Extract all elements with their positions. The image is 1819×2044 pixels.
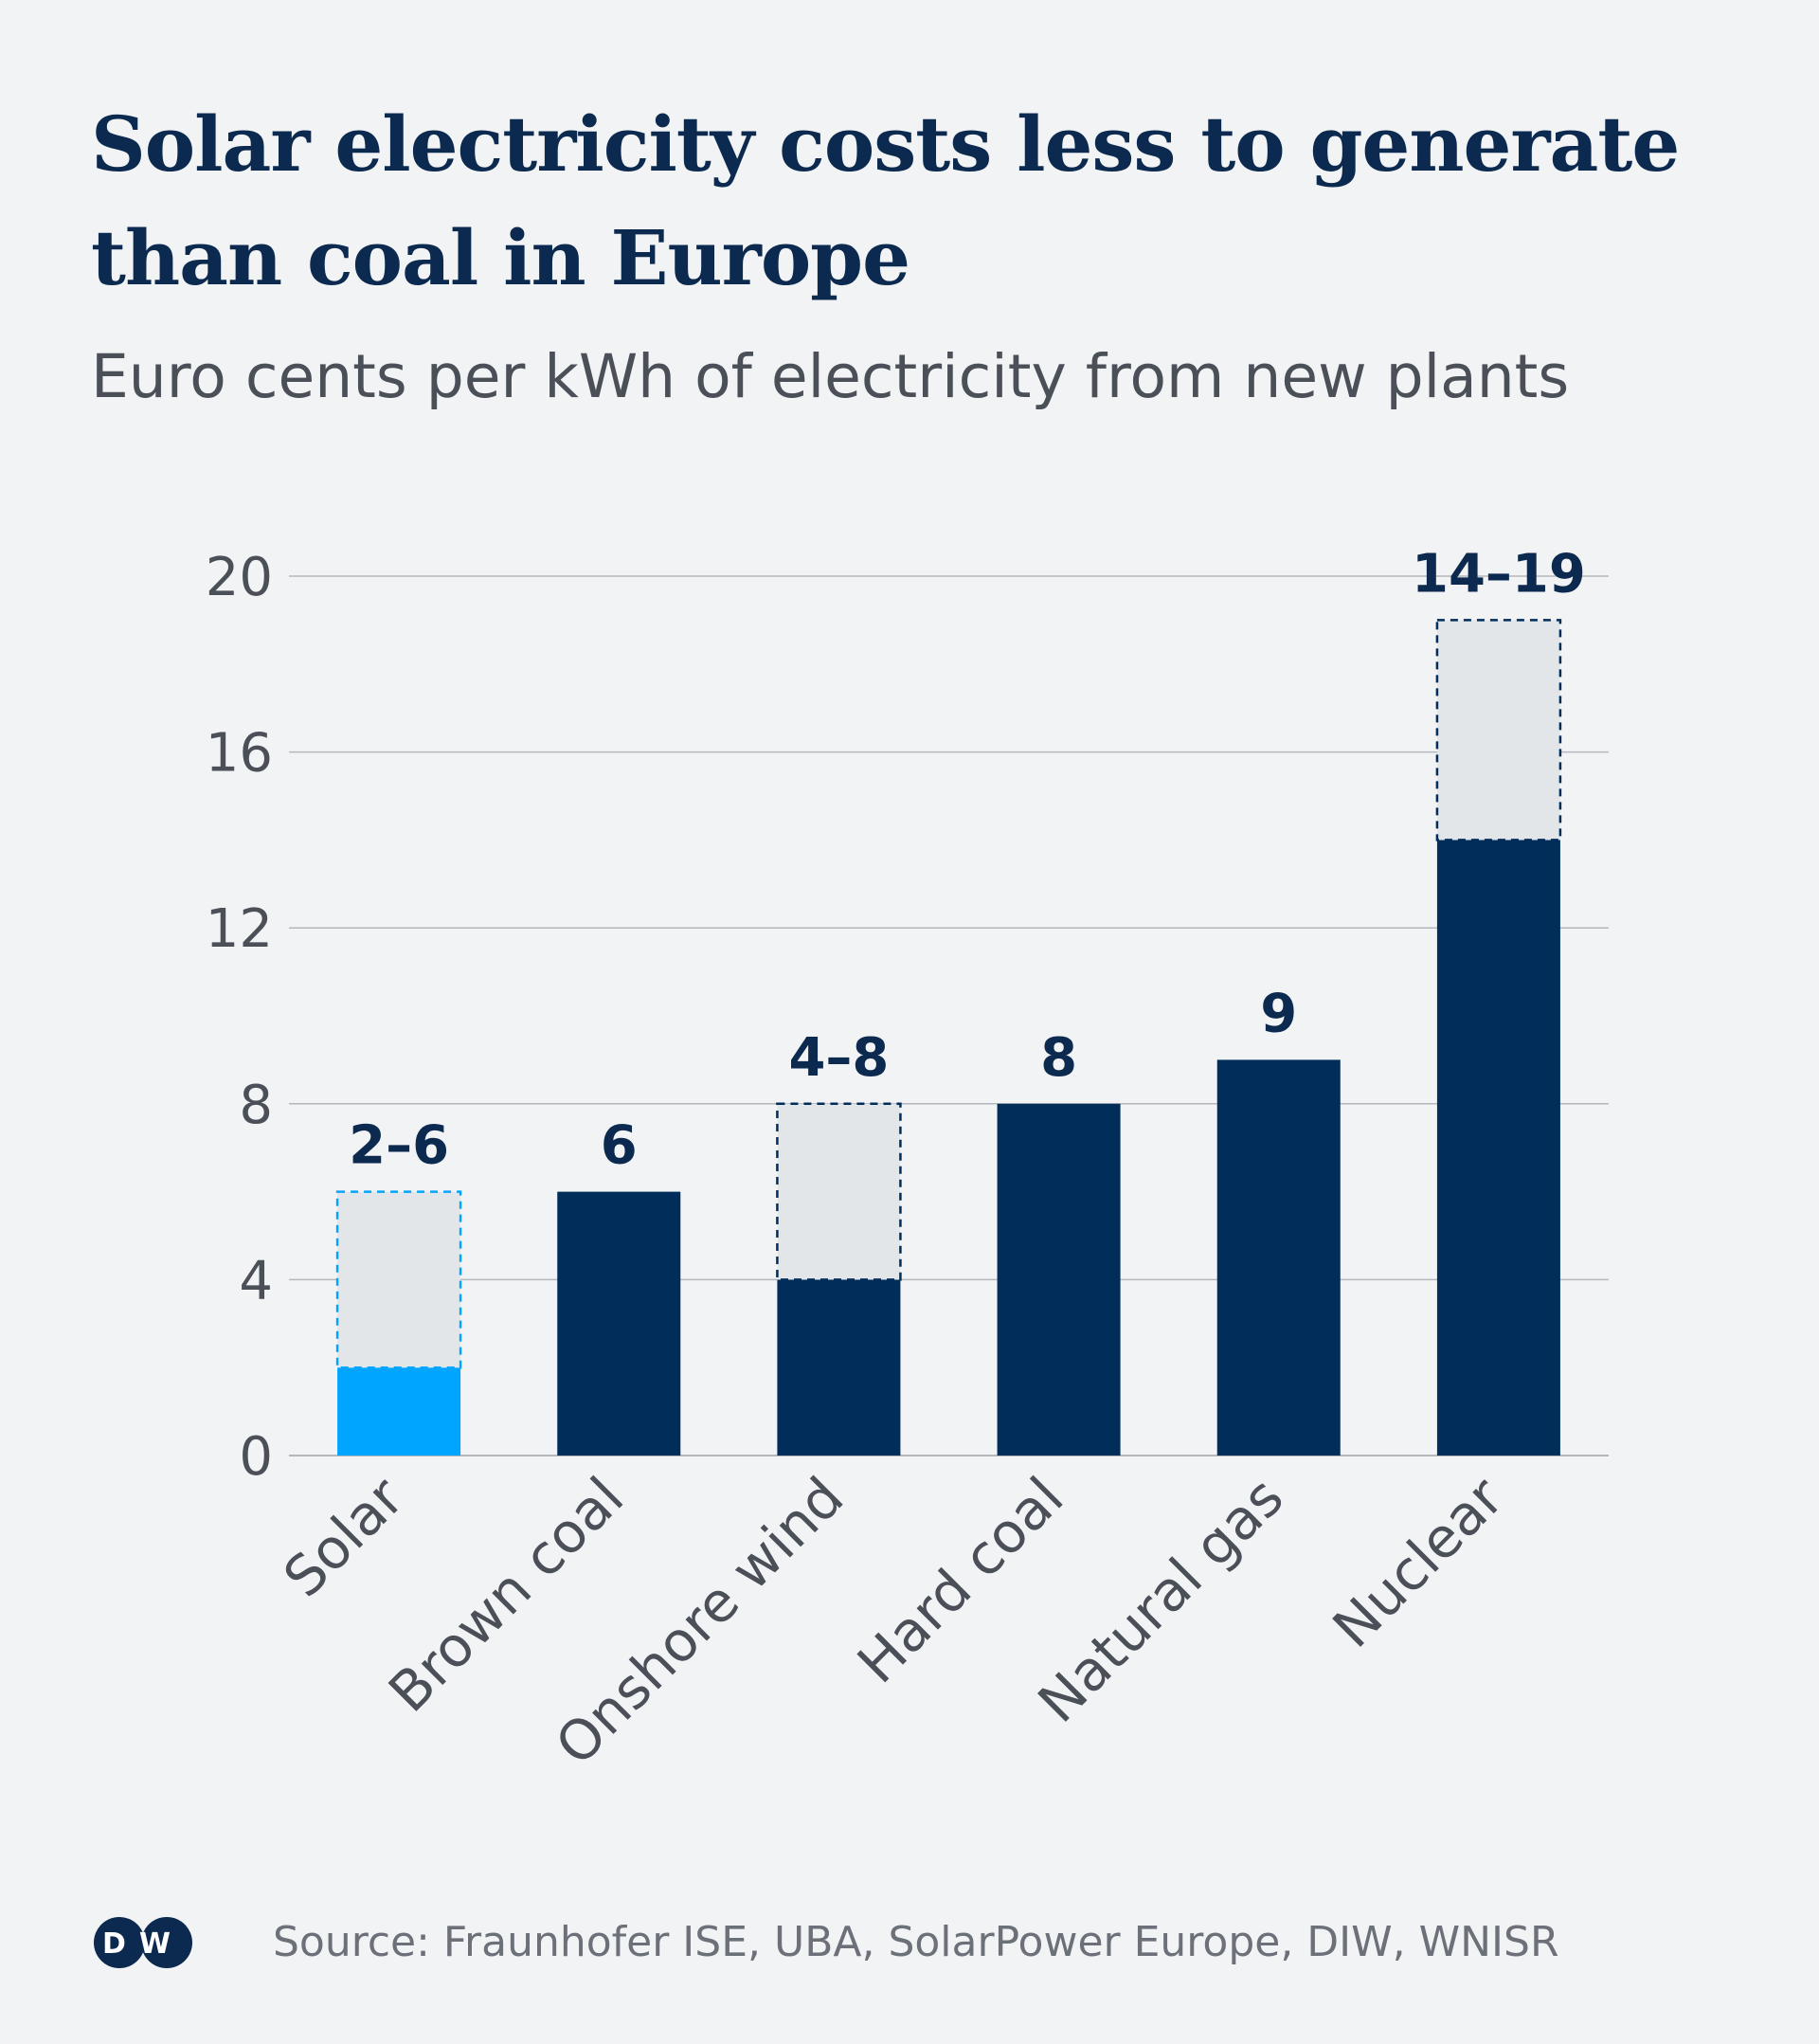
bar bbox=[777, 1279, 901, 1456]
chart-title: Solar electricity costs less to generate… bbox=[91, 99, 1680, 302]
bar bbox=[997, 1103, 1121, 1456]
value-label: 9 bbox=[1260, 983, 1297, 1044]
y-tick-label: 0 bbox=[239, 1426, 273, 1488]
value-label: 8 bbox=[1040, 1027, 1077, 1089]
range-box bbox=[776, 1102, 902, 1281]
footer: DW Source: Fraunhofer ISE, UBA, SolarPow… bbox=[91, 1910, 1758, 1977]
y-axis-ticks: 0 4 8 12 16 20 bbox=[206, 547, 273, 1488]
bar bbox=[1436, 840, 1560, 1456]
y-tick-label: 12 bbox=[206, 898, 273, 960]
value-label: 6 bbox=[601, 1115, 638, 1177]
category-label: Nuclear bbox=[1321, 1465, 1516, 1660]
range-box bbox=[1435, 619, 1562, 841]
dw-logo-icon: DW bbox=[94, 1917, 192, 1968]
value-labels: 2–6 6 4–8 8 9 14–19 bbox=[349, 543, 1586, 1176]
dw-logo-text: DW bbox=[102, 1927, 184, 1961]
y-tick-label: 8 bbox=[239, 1075, 273, 1136]
bar bbox=[557, 1191, 681, 1456]
bar bbox=[1216, 1059, 1341, 1456]
y-tick-label: 4 bbox=[239, 1250, 273, 1311]
category-label: Solar bbox=[271, 1465, 416, 1610]
value-label: 14–19 bbox=[1412, 543, 1586, 605]
source-note: Source: Fraunhofer ISE, UBA, SolarPower … bbox=[273, 1918, 1559, 1966]
y-tick-label: 20 bbox=[206, 547, 273, 608]
gridlines bbox=[289, 575, 1609, 1456]
y-tick-label: 16 bbox=[206, 723, 273, 785]
bar bbox=[337, 1367, 461, 1456]
value-label: 4–8 bbox=[788, 1027, 889, 1089]
value-label: 2–6 bbox=[349, 1115, 449, 1177]
range-box bbox=[335, 1190, 462, 1369]
chart-subtitle: Euro cents per kWh of electricity from n… bbox=[91, 342, 1570, 411]
bars bbox=[335, 619, 1562, 1456]
category-label: Hard coal bbox=[845, 1465, 1075, 1695]
